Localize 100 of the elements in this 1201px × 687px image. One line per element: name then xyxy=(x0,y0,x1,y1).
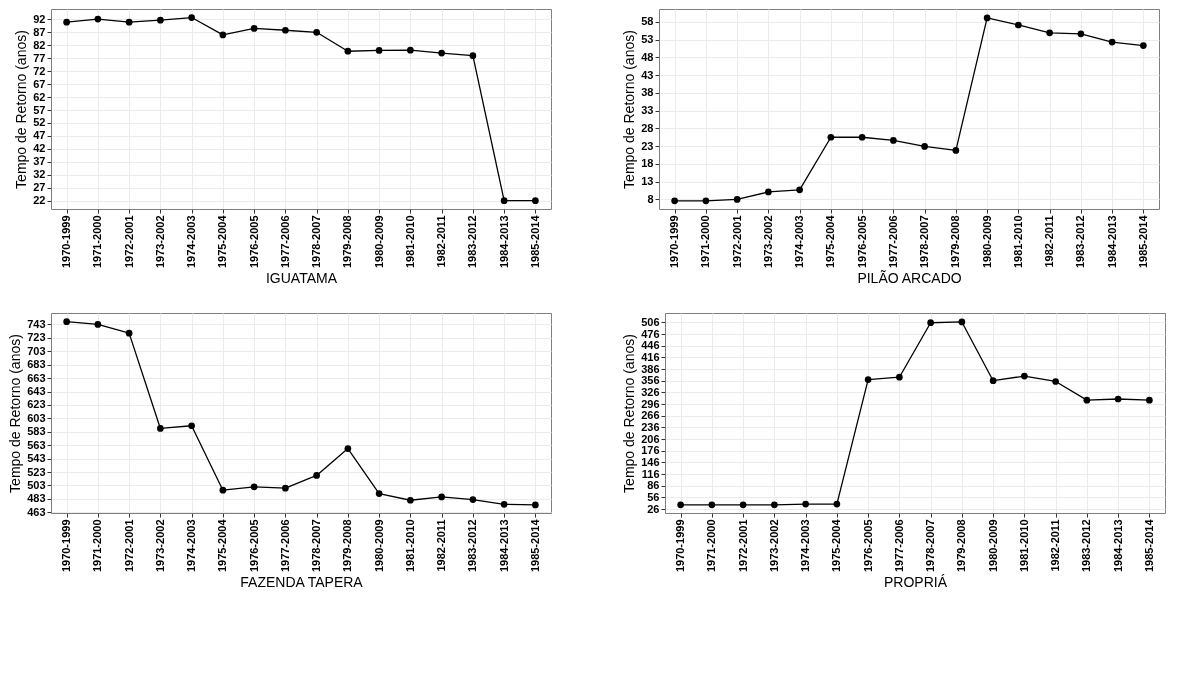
y-tick-label: 18 xyxy=(641,157,654,170)
x-tick-label: 1983-2012 xyxy=(1080,519,1093,573)
x-tick-label: 1971-2000 xyxy=(91,519,104,573)
y-axis-title: Tempo de Retorno (anos) xyxy=(13,30,30,189)
x-tick-label: 1981-2010 xyxy=(1017,519,1030,573)
point xyxy=(1114,395,1122,403)
x-tick-label: 1983-2012 xyxy=(1074,215,1087,269)
y-tick-label: 476 xyxy=(641,327,660,340)
x-tick-label: 1973-2002 xyxy=(761,215,774,269)
x-tick-label: 1980-2009 xyxy=(372,215,385,269)
y-tick-label: 92 xyxy=(33,12,46,25)
y-tick-label: 583 xyxy=(27,425,46,438)
x-tick-label: 1974-2003 xyxy=(185,215,198,269)
point xyxy=(989,377,997,385)
y-tick-label: 43 xyxy=(641,68,654,81)
x-tick-label: 1985-2014 xyxy=(1142,518,1155,573)
point xyxy=(796,186,803,194)
x-tick-label: 1983-2012 xyxy=(466,215,479,269)
point xyxy=(702,197,710,205)
point xyxy=(532,501,539,509)
point xyxy=(1021,372,1028,380)
point xyxy=(1077,30,1085,38)
point xyxy=(94,321,102,328)
point xyxy=(708,501,716,509)
x-tick-label: 1974-2003 xyxy=(185,519,198,573)
point xyxy=(344,445,352,452)
x-tick-label: 1979-2008 xyxy=(955,519,968,573)
x-axis-title: PROPRIÁ xyxy=(883,574,948,591)
y-tick-label: 77 xyxy=(33,51,46,64)
y-tick-label: 22 xyxy=(33,194,46,207)
point xyxy=(94,15,102,23)
point xyxy=(282,484,289,492)
y-tick-label: 723 xyxy=(27,331,46,344)
y-tick-label: 463 xyxy=(27,505,46,518)
y-tick-label: 56 xyxy=(647,490,660,503)
x-tick-label: 1970-1999 xyxy=(668,215,681,269)
x-tick-label: 1978-2007 xyxy=(310,215,323,269)
point xyxy=(219,31,227,39)
y-tick-label: 543 xyxy=(27,452,46,465)
y-tick-label: 53 xyxy=(641,33,654,46)
x-tick-label: 1977-2006 xyxy=(278,215,291,269)
y-tick-label: 57 xyxy=(33,103,46,116)
y-tick-label: 643 xyxy=(27,385,46,398)
point xyxy=(827,133,835,141)
point xyxy=(771,501,778,509)
x-tick-label: 1971-2000 xyxy=(91,215,104,269)
x-tick-label: 1976-2005 xyxy=(855,215,868,269)
x-tick-label: 1970-1999 xyxy=(60,215,73,269)
x-tick-label: 1985-2014 xyxy=(528,214,541,269)
y-tick-label: 146 xyxy=(641,455,660,468)
y-tick-label: 72 xyxy=(33,64,46,77)
x-tick-label: 1982-2011 xyxy=(1049,519,1062,572)
x-tick-label: 1981-2010 xyxy=(403,519,416,573)
x-tick-label: 1985-2014 xyxy=(1136,214,1149,269)
point xyxy=(896,373,903,381)
point xyxy=(671,197,678,205)
point xyxy=(438,49,445,57)
x-tick-label: 1975-2004 xyxy=(216,214,229,269)
x-tick-label: 1971-2000 xyxy=(705,519,718,573)
y-tick-label: 42 xyxy=(33,142,46,155)
x-tick-label: 1979-2008 xyxy=(949,215,962,269)
point xyxy=(802,500,809,508)
x-tick-label: 1980-2009 xyxy=(372,519,385,573)
y-tick-label: 386 xyxy=(641,362,660,375)
point xyxy=(157,16,164,24)
y-tick-label: 86 xyxy=(647,479,660,492)
x-tick-label: 1981-2010 xyxy=(1011,215,1024,269)
x-tick-label: 1970-1999 xyxy=(60,519,73,573)
point xyxy=(344,47,352,55)
y-tick-label: 446 xyxy=(641,339,660,352)
x-axis-title: IGUATAMA xyxy=(265,270,338,287)
x-tick-label: 1973-2002 xyxy=(153,519,166,573)
point xyxy=(63,318,70,326)
x-tick-label: 1974-2003 xyxy=(799,519,812,573)
y-tick-label: 356 xyxy=(641,374,660,387)
point xyxy=(219,486,227,494)
x-axis-title: PILÃO ARCADO xyxy=(857,270,962,287)
point xyxy=(1146,396,1153,404)
x-tick-label: 1975-2004 xyxy=(216,518,229,573)
x-tick-label: 1978-2007 xyxy=(310,519,323,573)
point xyxy=(1083,396,1091,404)
x-tick-label: 1970-1999 xyxy=(674,519,687,573)
y-tick-label: 27 xyxy=(33,181,46,194)
point xyxy=(1052,378,1059,385)
y-tick-label: 87 xyxy=(33,25,46,38)
x-tick-label: 1982-2011 xyxy=(435,519,448,572)
y-tick-label: 52 xyxy=(33,116,46,129)
y-tick-label: 663 xyxy=(27,371,46,384)
y-axis-title: Tempo de Retorno (anos) xyxy=(621,30,638,189)
x-tick-label: 1977-2006 xyxy=(278,519,291,573)
y-tick-label: 62 xyxy=(33,90,46,103)
point xyxy=(469,52,477,59)
y-tick-label: 296 xyxy=(641,397,660,410)
x-tick-label: 1984-2013 xyxy=(1105,215,1118,269)
point xyxy=(313,472,320,479)
y-tick-label: 26 xyxy=(647,502,660,515)
point xyxy=(532,197,539,205)
point xyxy=(677,501,684,509)
y-tick-label: 67 xyxy=(33,77,46,90)
y-tick-label: 603 xyxy=(27,411,46,424)
